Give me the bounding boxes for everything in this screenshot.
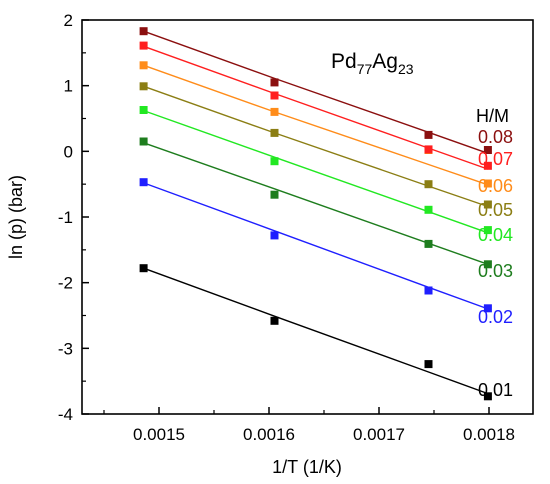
fit-line-3 <box>143 109 489 234</box>
fit-line-4 <box>143 85 489 208</box>
data-point <box>270 91 279 100</box>
fit-line-6 <box>143 45 489 170</box>
alloy-annotation: Pd77Ag23 <box>331 50 414 77</box>
fit-line-2 <box>143 142 489 265</box>
data-point <box>483 200 492 209</box>
alloy-subscript-2: 23 <box>398 61 414 77</box>
series-label-0.08: 0.08 <box>478 127 513 147</box>
data-point <box>483 179 492 188</box>
data-point <box>424 145 433 154</box>
y-tick-label: -1 <box>58 208 73 227</box>
series-label-0.02: 0.02 <box>478 307 513 327</box>
series-label-0.03: 0.03 <box>478 261 513 281</box>
fit-line-7 <box>143 30 489 154</box>
plot-area <box>139 27 492 401</box>
y-tick-label: 1 <box>64 77 73 96</box>
data-point <box>424 360 433 369</box>
y-tick-label: 0 <box>64 142 73 161</box>
alloy-subscript-1: 77 <box>357 61 373 77</box>
x-tick-label: 0.0015 <box>133 425 185 444</box>
series-label-0.06: 0.06 <box>478 176 513 196</box>
x-tick-label: 0.0016 <box>243 425 295 444</box>
plot-frame <box>81 19 534 415</box>
data-point <box>483 260 492 269</box>
data-point <box>483 146 492 154</box>
series-label-0.05: 0.05 <box>478 200 513 220</box>
series-label-0.04: 0.04 <box>478 225 513 245</box>
x-tick-label: 0.0018 <box>463 425 515 444</box>
series-label-0.01: 0.01 <box>478 380 513 400</box>
fit-line-5 <box>143 64 489 186</box>
data-point <box>483 226 492 235</box>
data-point <box>270 231 279 240</box>
data-point <box>139 41 148 50</box>
legend-title: H/M <box>476 106 509 126</box>
data-point <box>483 304 492 313</box>
alloy-element-2: Ag <box>372 50 398 73</box>
data-point <box>139 27 148 36</box>
data-point <box>424 205 433 214</box>
data-point <box>139 178 148 187</box>
axes: 0.0015 0.0016 0.0017 0.0018 -4 -3 -2 -1 0 1 2 <box>58 11 515 444</box>
data-point <box>424 130 433 139</box>
data-point <box>424 286 433 295</box>
fit-line-0 <box>143 267 489 395</box>
data-point <box>483 161 492 170</box>
data-point <box>139 137 148 146</box>
data-point <box>139 82 148 91</box>
data-point <box>424 180 433 189</box>
data-point <box>270 316 279 325</box>
y-tick-label: -4 <box>58 405 73 424</box>
data-point <box>139 264 148 273</box>
y-tick-label: -3 <box>58 339 73 358</box>
data-point <box>270 157 279 166</box>
x-axis-label: 1/T (1/K) <box>272 457 342 477</box>
data-point <box>139 61 148 70</box>
y-axis-label: ln (p) (bar) <box>6 175 26 259</box>
data-point <box>483 392 492 401</box>
data-point <box>270 128 279 137</box>
data-point <box>424 239 433 248</box>
series-label-0.07: 0.07 <box>478 149 513 169</box>
alloy-element-1: Pd <box>331 50 357 73</box>
data-point <box>270 190 279 199</box>
y-tick-label: 2 <box>64 11 73 30</box>
data-point <box>270 78 279 87</box>
y-tick-label: -2 <box>58 274 73 293</box>
x-tick-label: 0.0017 <box>353 425 405 444</box>
fit-line-1 <box>143 182 489 310</box>
data-point <box>270 107 279 116</box>
legend: 0.01 0.02 0.03 0.04 0.05 0.06 0.070.08 <box>478 127 513 400</box>
data-point <box>139 106 148 114</box>
